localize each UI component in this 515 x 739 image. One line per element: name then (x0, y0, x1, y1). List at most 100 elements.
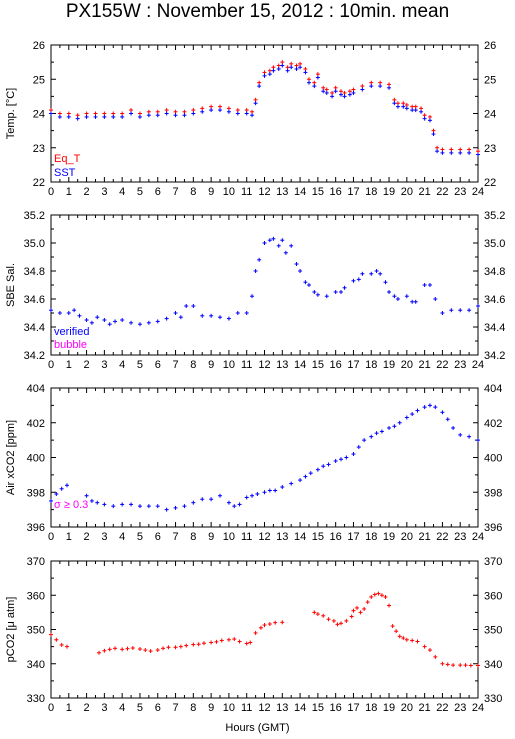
y-tick-label: 22 (33, 177, 45, 189)
x-tick-label: 21 (419, 186, 431, 198)
x-tick-label: 15 (312, 359, 324, 371)
y-tick-label-right: 370 (484, 556, 502, 568)
y-tick-label: 370 (27, 556, 45, 568)
x-tick-label: 14 (294, 186, 306, 198)
x-tick-label: 19 (383, 359, 395, 371)
y-tick-label-right: 402 (484, 418, 502, 430)
x-tick-label: 11 (241, 186, 252, 198)
x-tick-label: 5 (137, 531, 143, 543)
y-tick-label: 34.6 (24, 294, 45, 306)
y-tick-label-right: 330 (484, 693, 502, 705)
x-axis-label: Hours (GMT) (225, 722, 290, 734)
x-tick-label: 8 (190, 531, 196, 543)
legend-0-1: SST (54, 167, 76, 179)
x-tick-label: 24 (472, 359, 484, 371)
x-tick-label: 22 (436, 186, 448, 198)
x-tick-label: 13 (276, 702, 288, 714)
y-axis-label-0: Temp. [°C] (5, 88, 17, 139)
x-tick-label: 4 (119, 186, 125, 198)
y-tick-label-right: 22 (484, 177, 496, 189)
y-tick-label-right: 34.6 (484, 294, 505, 306)
x-tick-label: 15 (312, 702, 324, 714)
x-tick-label: 18 (365, 359, 377, 371)
y-tick-label: 402 (27, 418, 45, 430)
x-tick-label: 19 (383, 186, 395, 198)
x-tick-label: 0 (48, 359, 54, 371)
y-tick-label-right: 340 (484, 659, 502, 671)
x-tick-label: 24 (472, 186, 484, 198)
x-tick-label: 11 (241, 531, 252, 543)
x-tick-label: 3 (101, 531, 107, 543)
y-tick-label: 398 (27, 487, 45, 499)
y-tick-label-right: 23 (484, 143, 496, 155)
x-tick-label: 12 (258, 359, 270, 371)
x-tick-label: 23 (454, 186, 466, 198)
x-tick-label: 12 (258, 702, 270, 714)
x-tick-label: 3 (101, 359, 107, 371)
x-tick-label: 2 (84, 702, 90, 714)
x-tick-label: 14 (294, 531, 306, 543)
x-tick-label: 20 (401, 702, 413, 714)
x-tick-label: 0 (48, 186, 54, 198)
x-tick-label: 18 (365, 186, 377, 198)
x-tick-label: 16 (330, 186, 342, 198)
y-tick-label: 25 (33, 74, 45, 86)
x-tick-label: 20 (401, 531, 413, 543)
y-tick-label: 34.2 (24, 350, 45, 362)
x-tick-label: 11 (241, 702, 252, 714)
y-tick-label: 404 (27, 383, 45, 395)
y-tick-label: 400 (27, 453, 45, 465)
x-tick-label: 16 (330, 359, 342, 371)
x-tick-label: 14 (294, 702, 306, 714)
y-tick-label-right: 398 (484, 487, 502, 499)
x-tick-label: 24 (472, 531, 484, 543)
x-tick-label: 21 (419, 702, 431, 714)
y-tick-label-right: 34.8 (484, 266, 505, 278)
y-axis-label-3: pCO2 [μ atm] (5, 597, 17, 663)
y-tick-label-right: 404 (484, 383, 502, 395)
legend-1-0: verified (54, 326, 89, 338)
x-tick-label: 17 (347, 359, 359, 371)
x-tick-label: 13 (276, 186, 288, 198)
x-tick-label: 16 (330, 702, 342, 714)
y-tick-label: 396 (27, 522, 45, 534)
x-tick-label: 6 (155, 186, 161, 198)
y-tick-label-right: 360 (484, 590, 502, 602)
x-tick-label: 3 (101, 702, 107, 714)
y-tick-label: 34.8 (24, 266, 45, 278)
y-tick-label-right: 24 (484, 109, 496, 121)
x-tick-label: 8 (190, 702, 196, 714)
x-tick-label: 21 (419, 531, 431, 543)
y-tick-label: 35.2 (24, 210, 45, 222)
y-tick-label-right: 35.2 (484, 210, 505, 222)
x-tick-label: 9 (208, 702, 214, 714)
y-tick-label-right: 34.2 (484, 350, 505, 362)
x-tick-label: 12 (258, 531, 270, 543)
x-tick-label: 4 (119, 531, 125, 543)
y-tick-label: 26 (33, 40, 45, 52)
x-tick-label: 24 (472, 702, 484, 714)
x-tick-label: 0 (48, 702, 54, 714)
y-tick-label-right: 350 (484, 625, 502, 637)
x-tick-label: 8 (190, 359, 196, 371)
x-tick-label: 9 (208, 359, 214, 371)
y-tick-label-right: 35.0 (484, 238, 505, 250)
y-axis-label-2: Air xCO2 [ppm] (5, 420, 17, 495)
x-tick-label: 2 (84, 186, 90, 198)
x-tick-label: 15 (312, 186, 324, 198)
x-tick-label: 6 (155, 359, 161, 371)
x-tick-label: 9 (208, 531, 214, 543)
y-tick-label: 35.0 (24, 238, 45, 250)
x-tick-label: 2 (84, 359, 90, 371)
x-tick-label: 7 (172, 531, 178, 543)
x-tick-label: 13 (276, 531, 288, 543)
x-tick-label: 10 (223, 531, 235, 543)
x-tick-label: 7 (172, 702, 178, 714)
x-tick-label: 22 (436, 359, 448, 371)
chart-title: PX155W : November 15, 2012 : 10min. mean (65, 1, 450, 22)
x-tick-label: 23 (454, 702, 466, 714)
x-tick-label: 18 (365, 531, 377, 543)
x-tick-label: 14 (294, 359, 306, 371)
y-tick-label-right: 26 (484, 40, 496, 52)
